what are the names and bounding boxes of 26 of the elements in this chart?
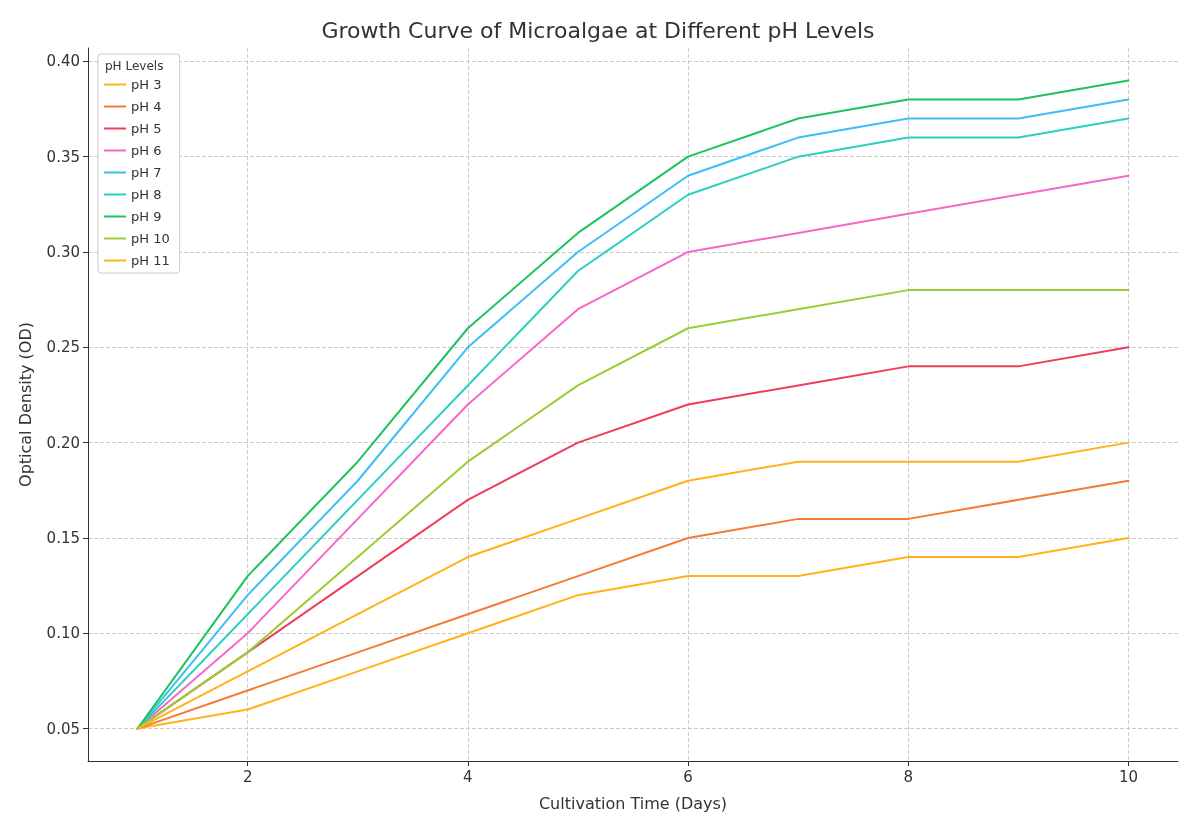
- x-tick-label: 2: [242, 767, 253, 786]
- y-tick-label: 0.05: [46, 719, 80, 738]
- y-tick-label: 0.25: [46, 338, 80, 357]
- y-tick-label: 0.20: [46, 433, 80, 452]
- y-tick-label: 0.35: [46, 147, 80, 166]
- legend-label: pH 6: [131, 143, 162, 158]
- legend-title: pH Levels: [105, 59, 164, 73]
- legend-label: pH 5: [131, 121, 162, 136]
- x-tick-label: 8: [903, 767, 914, 786]
- legend-label: pH 9: [131, 209, 162, 224]
- x-tick-label: 10: [1118, 767, 1138, 786]
- y-tick-label: 0.30: [46, 242, 80, 261]
- chart-title: Growth Curve of Microalgae at Different pH Levels: [321, 17, 875, 43]
- y-tick-label: 0.15: [46, 528, 80, 547]
- legend-label: pH 10: [131, 231, 170, 246]
- y-tick-label: 0.40: [46, 52, 80, 71]
- legend-label: pH 11: [131, 253, 170, 268]
- legend-label: pH 3: [131, 77, 162, 92]
- legend-label: pH 4: [131, 99, 162, 114]
- legend-label: pH 7: [131, 165, 162, 180]
- x-tick-label: 4: [463, 767, 473, 786]
- y-axis-title: Optical Density (OD): [15, 322, 35, 487]
- legend-label: pH 8: [131, 187, 162, 202]
- x-axis-title: Cultivation Time (Days): [538, 793, 728, 813]
- x-tick-label: 6: [683, 767, 693, 786]
- y-tick-label: 0.10: [46, 624, 80, 643]
